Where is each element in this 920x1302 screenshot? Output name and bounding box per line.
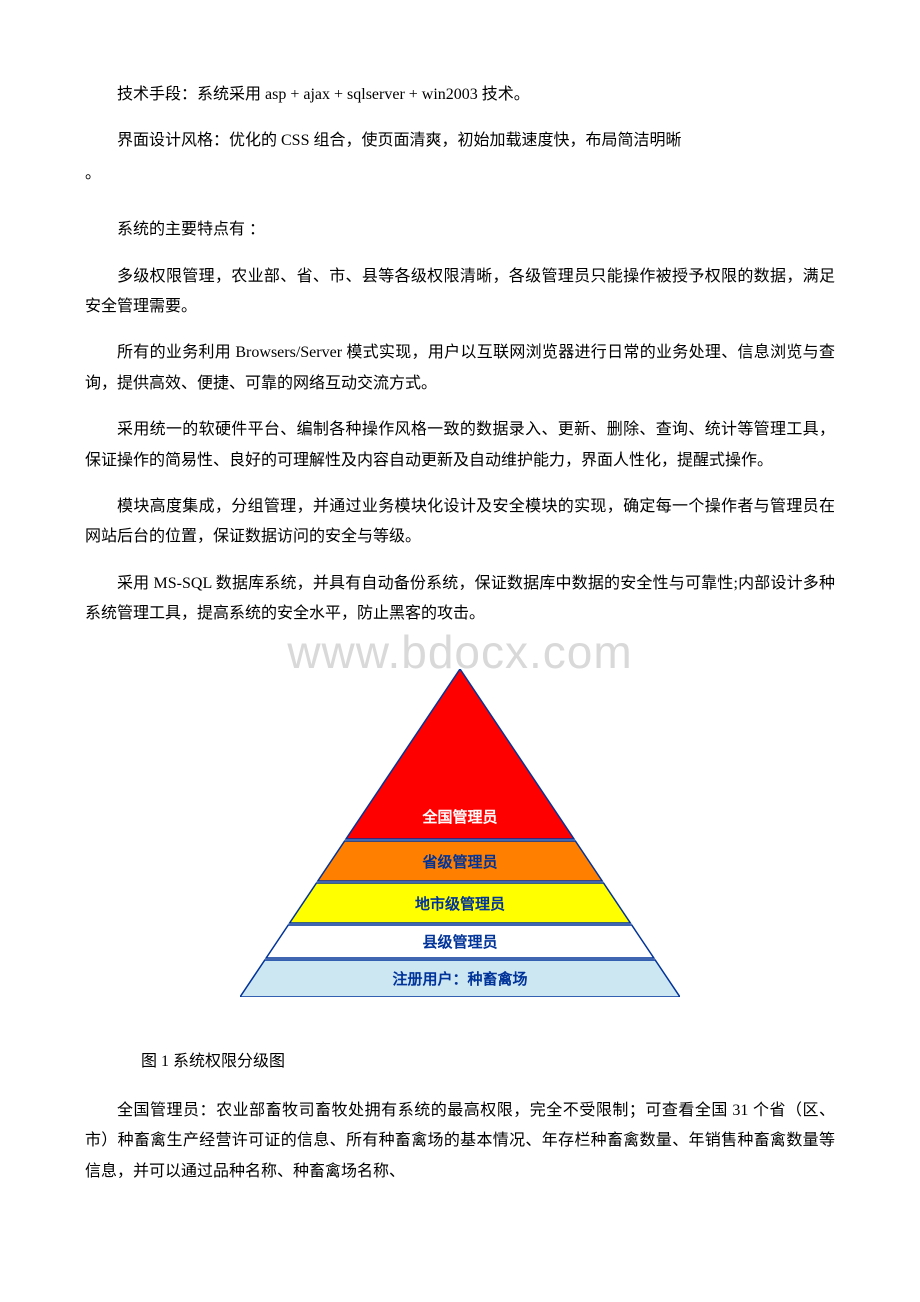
paragraph-ui-style-b: 。 [85,159,835,189]
pyramid-tier-4 [240,960,680,997]
paragraph-tech: 技术手段：系统采用 asp + ajax + sqlserver + win20… [85,80,835,110]
pyramid-svg [240,669,680,997]
figure-caption: 图 1 系统权限分级图 [85,1047,835,1077]
paragraph-feature-5: 采用 MS-SQL 数据库系统，并具有自动备份系统，保证数据库中数据的安全性与可… [85,569,835,630]
paragraph-national-admin: 全国管理员：农业部畜牧司畜牧处拥有系统的最高权限，完全不受限制；可查看全国 31… [85,1096,835,1187]
paragraph-feature-4: 模块高度集成，分组管理，并通过业务模块化设计及安全模块的实现，确定每一个操作者与… [85,492,835,553]
pyramid-container: 全国管理员省级管理员地市级管理员县级管理员注册用户：种畜禽场 [85,669,835,997]
document-body: 技术手段：系统采用 asp + ajax + sqlserver + win20… [85,80,835,1187]
pyramid-tier-2 [290,883,631,923]
pyramid-tier-3 [266,925,654,958]
pyramid-tier-1 [318,841,602,881]
pyramid-tier-0 [346,669,574,839]
paragraph-features-intro: 系统的主要特点有 ： [85,215,835,245]
paragraph-feature-1: 多级权限管理，农业部、省、市、县等各级权限清晰，各级管理员只能操作被授予权限的数… [85,262,835,323]
paragraph-feature-3: 采用统一的软硬件平台、编制各种操作风格一致的数据录入、更新、删除、查询、统计等管… [85,415,835,476]
permission-pyramid: 全国管理员省级管理员地市级管理员县级管理员注册用户：种畜禽场 [240,669,680,997]
paragraph-ui-style-a: 界面设计风格：优化的 CSS 组合，使页面清爽，初始加载速度快，布局简洁明晰 [85,126,835,156]
paragraph-feature-2: 所有的业务利用 Browsers/Server 模式实现，用户以互联网浏览器进行… [85,338,835,399]
